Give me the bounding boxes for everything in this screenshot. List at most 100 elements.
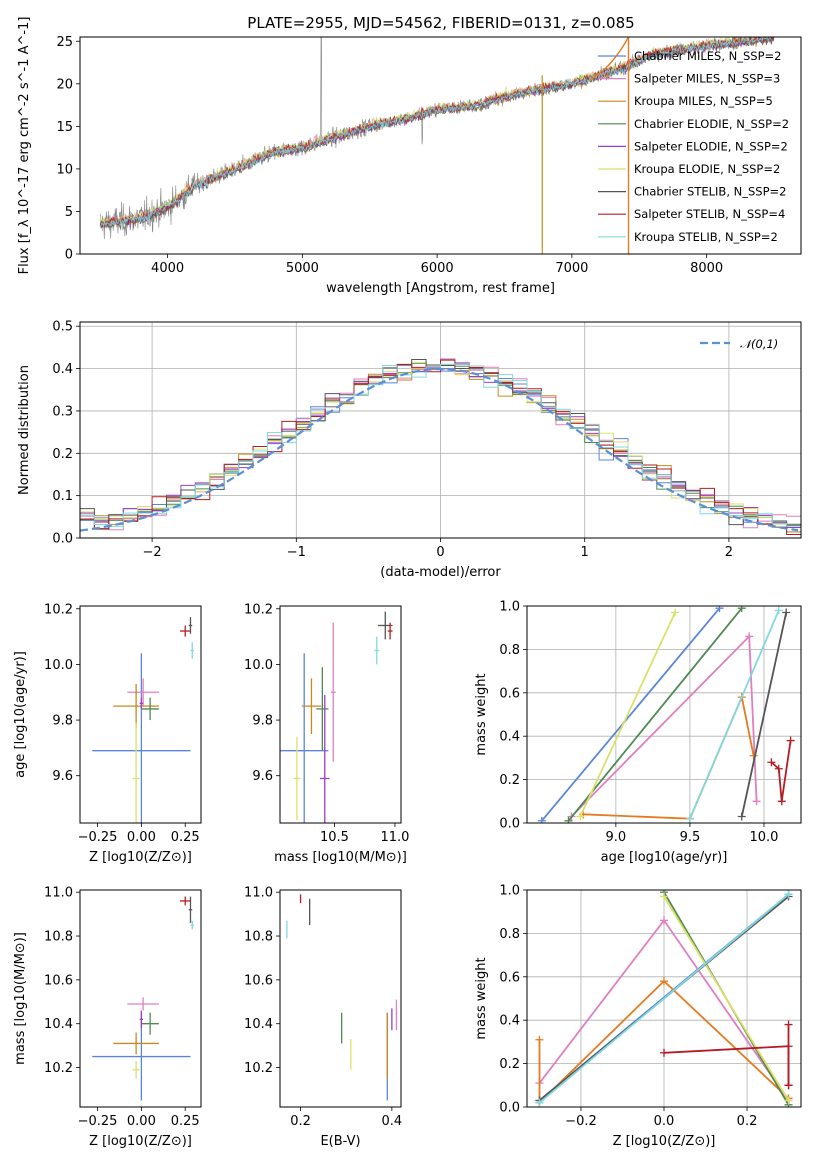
errorbar-point	[293, 736, 301, 821]
legend-series-name: Salpeter STELIB	[634, 207, 725, 221]
mass-weight-marker	[535, 1035, 544, 1044]
legend-series-name: Chabrier ELODIE	[634, 117, 729, 131]
axes-frame	[526, 605, 802, 824]
x-axis-label: Z [log10(Z/Z⊙)]	[89, 1134, 192, 1149]
y-tick-label: 0.2	[499, 773, 520, 788]
x-axis-label: E(B-V)	[320, 1134, 360, 1149]
y-axis-label: age [log10(age/yr)]	[13, 651, 28, 778]
y-tick-label: 1.0	[499, 600, 520, 615]
errorbar-point	[179, 625, 191, 637]
age-vs-metallicity-panel: −0.25 0.00 0.25 9.6 9.8 10.0 10.2 Z [log10(Z/Z⊙…	[13, 602, 202, 865]
mass-weight-marker	[671, 608, 680, 617]
errorbar-point	[139, 1010, 144, 1029]
y-tick-label: 0.0	[499, 817, 520, 832]
x-tick-label: −0.25	[78, 830, 118, 845]
x-tick-label: 0.0	[654, 1114, 675, 1129]
mass-weight-marker	[660, 916, 668, 925]
figure-title: PLATE=2955, MJD=54562, FIBERID=0131, z=0…	[247, 14, 634, 32]
legend-label: 𝒩(0,1)	[740, 337, 778, 351]
mass-weight-marker	[784, 1096, 793, 1105]
x-tick-label: 10.5	[320, 830, 349, 845]
mass-vs-ebv-panel: 0.2 0.4 10.2 10.4 10.6 10.8 11.0 E(B-V)	[244, 886, 402, 1149]
residuals-panel: −2 −1 0 1 2 0.0 0.1 0.2 0.3 0.4 0.5 𝒩(0,1) (data-mod…	[17, 320, 802, 580]
axes-frame	[79, 605, 202, 824]
x-tick-label: 2	[725, 545, 733, 560]
y-tick-label: 10.6	[244, 973, 273, 988]
mass-weight-marker	[660, 892, 668, 901]
x-tick-label: −0.25	[78, 1114, 118, 1129]
axes-frame	[279, 889, 402, 1108]
x-tick-label: 1	[581, 545, 589, 560]
mass-weight-marker	[782, 608, 791, 617]
errorbar-point	[127, 997, 159, 1011]
legend-nssp: N_SSP=2	[729, 49, 782, 63]
y-tick-label: 1.0	[499, 884, 520, 899]
y-tick-label: 20	[56, 77, 73, 92]
y-tick-label: 9.8	[52, 714, 73, 729]
legend-series-name: Kroupa STELIB	[634, 230, 718, 244]
x-tick-label: 0.2	[737, 1114, 758, 1129]
mass-weight-marker	[777, 797, 786, 806]
model-spectrum-line	[99, 37, 775, 230]
errorbar-point	[113, 1032, 159, 1055]
errorbar-point	[280, 653, 329, 823]
weight-vs-metallicity-panel: −0.2 0.0 0.2 0.0 0.2 0.4 0.6 0.8 1.0 Z [log10(Z/Z…	[474, 884, 802, 1149]
axes-frame	[79, 889, 202, 1108]
model-spectrum-line	[99, 37, 775, 228]
x-axis-label: mass [log10(M/M⊙)]	[274, 850, 407, 865]
legend-series-name: Salpeter MILES	[634, 72, 720, 86]
legend-label: Salpeter ELODIE, N_SSP=2	[634, 139, 788, 153]
errorbar-point	[319, 695, 330, 823]
y-tick-label: 11.0	[44, 886, 73, 901]
y-tick-label: 10.2	[44, 602, 73, 617]
errorbar-point	[113, 683, 159, 729]
y-axis-label: mass weight	[474, 957, 489, 1039]
x-tick-label: 0.2	[290, 1114, 311, 1129]
mass-weight-marker	[745, 632, 754, 641]
y-tick-label: 5	[65, 205, 73, 220]
mass-weight-marker	[576, 812, 585, 821]
plot-area	[80, 358, 801, 535]
y-axis-label: Normed distribution	[17, 365, 32, 495]
legend-nssp: N_SSP=2	[734, 185, 787, 199]
mass-weight-line	[538, 893, 790, 1104]
mass-weight-line	[583, 694, 755, 820]
mass-weight-marker	[752, 797, 761, 806]
legend-label: Kroupa ELODIE, N_SSP=2	[634, 162, 780, 176]
legend-nssp: N_SSP=2	[725, 230, 778, 244]
mass-weight-line	[770, 740, 792, 802]
mass-weight-marker	[774, 764, 783, 773]
plot-area	[92, 896, 194, 1101]
errorbar-point	[316, 667, 329, 751]
y-tick-label: 0.6	[499, 970, 520, 985]
y-tick-label: 0.2	[52, 447, 73, 462]
mass-weight-line	[689, 609, 780, 820]
x-tick-label: 0.25	[171, 1114, 200, 1129]
y-tick-label: 10.2	[44, 1061, 73, 1076]
y-tick-label: 10.4	[44, 1017, 73, 1032]
x-tick-label: 0	[436, 545, 444, 560]
x-axis-label: Z [log10(Z/Z⊙)]	[613, 1134, 716, 1149]
x-tick-label: 0.00	[127, 1114, 156, 1129]
mass-weight-line	[740, 612, 788, 817]
x-axis-label: Z [log10(Z/Z⊙)]	[89, 850, 192, 865]
y-tick-label: 10.2	[244, 1061, 273, 1076]
model-spectrum-line	[99, 37, 774, 229]
mass-weight-marker	[784, 1081, 793, 1090]
mass-weight-marker	[767, 758, 776, 767]
errorbar-point	[387, 622, 393, 640]
weight-vs-age-panel: 9.0 9.5 10.0 0.0 0.2 0.4 0.6 0.8 1.0 age [log10(a…	[474, 600, 802, 865]
mass-vs-metallicity-panel: −0.25 0.00 0.25 10.2 10.4 10.6 10.8 11.0 Z [log1…	[13, 886, 202, 1149]
legend-nssp: N_SSP=4	[732, 207, 785, 221]
mass-weight-marker	[715, 606, 724, 613]
x-tick-label: 9.0	[606, 830, 627, 845]
legend: 𝒩(0,1)	[700, 337, 778, 351]
model-spectrum-line	[590, 37, 630, 81]
axes-frame	[526, 889, 802, 1108]
legend-label: Kroupa STELIB, N_SSP=2	[634, 230, 778, 244]
y-tick-label: 0.4	[499, 730, 520, 745]
legend-nssp: N_SSP=3	[727, 72, 780, 86]
legend-label: Chabrier STELIB, N_SSP=2	[634, 185, 786, 199]
mass-weight-marker	[564, 816, 573, 823]
